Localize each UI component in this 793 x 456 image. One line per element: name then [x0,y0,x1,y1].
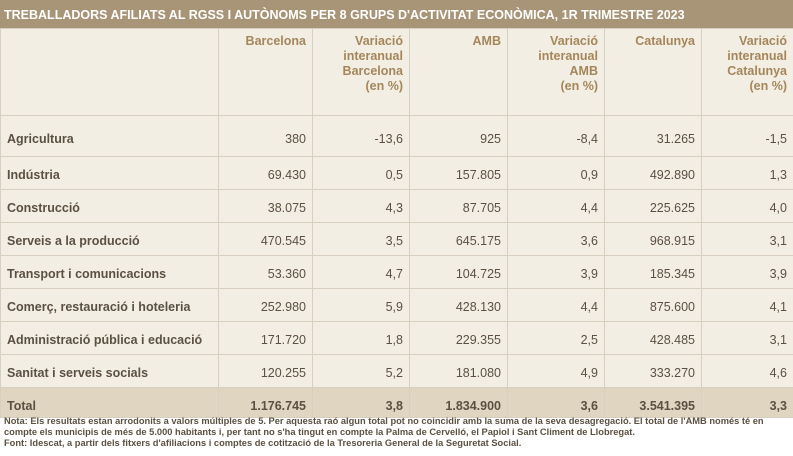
table-row: Indústria 69.430 0,5 157.805 0,9 492.890 1,3 [0,156,793,190]
catalunya-value: 31.265 [604,115,702,157]
var-catalunya-value: 3,1 [701,321,793,355]
var-barcelona-value: -13,6 [312,115,410,157]
catalunya-value: 875.600 [604,288,702,322]
activity-label: Serveis a la producció [0,222,219,256]
activity-label: Construcció [0,189,219,223]
amb-value: 645.175 [409,222,508,256]
var-barcelona-value: 0,5 [312,156,410,190]
activity-label: Sanitat i serveis socials [0,354,219,388]
var-amb-value: 2,5 [507,321,605,355]
activity-label: Transport i comunicacions [0,255,219,289]
var-barcelona-value: 5,9 [312,288,410,322]
amb-value: 925 [409,115,508,157]
footnote-nota: Nota: Els resultats estan arrodonits a v… [4,416,767,437]
header-cell-barcelona: Barcelona [218,28,313,116]
barcelona-value: 69.430 [218,156,313,190]
activity-label: Agricultura [0,115,219,157]
header-cell-var-barcelona: Variació interanual Barcelona (en %) [312,28,410,116]
var-amb-value: 3,6 [507,222,605,256]
table-row: Construcció 38.075 4,3 87.705 4,4 225.625 4,0 [0,189,793,223]
total-var-barcelona-value: 3,8 [312,387,410,418]
activity-label: Comerç, restauració i hoteleria [0,288,219,322]
amb-value: 87.705 [409,189,508,223]
var-catalunya-value: 4,6 [701,354,793,388]
table-title: TREBALLADORS AFILIATS AL RGSS I AUTÒNOMS… [0,0,793,28]
header-cell-var-amb: Variació interanual AMB (en %) [507,28,605,116]
table-row: Serveis a la producció 470.545 3,5 645.175 3… [0,222,793,256]
table-row: Sanitat i serveis socials 120.255 5,2 181.0… [0,354,793,388]
table-row: Comerç, restauració i hoteleria 252.980 5,… [0,288,793,322]
catalunya-value: 225.625 [604,189,702,223]
barcelona-value: 252.980 [218,288,313,322]
activity-label: Administració pública i educació [0,321,219,355]
total-var-amb-value: 3,6 [507,387,605,418]
var-amb-value: 3,9 [507,255,605,289]
table-row: Agricultura 380 -13,6 925 -8,4 31.265 -1,5 [0,115,793,157]
var-amb-value: 4,4 [507,288,605,322]
barcelona-value: 470.545 [218,222,313,256]
table-row: Transport i comunicacions 53.360 4,7 104.72… [0,255,793,289]
amb-value: 181.080 [409,354,508,388]
amb-value: 104.725 [409,255,508,289]
header-cell-var-catalunya: Variació interanual Catalunya (en %) [701,28,793,116]
total-row: Total 1.176.745 3,8 1.834.900 3,6 3.541.395 3,… [0,387,793,418]
catalunya-value: 185.345 [604,255,702,289]
var-barcelona-value: 4,3 [312,189,410,223]
barcelona-value: 120.255 [218,354,313,388]
barcelona-value: 53.360 [218,255,313,289]
header-cell-amb: AMB [409,28,508,116]
total-catalunya-value: 3.541.395 [604,387,702,418]
header-cell-catalunya: Catalunya [604,28,702,116]
catalunya-value: 428.485 [604,321,702,355]
activity-label: Indústria [0,156,219,190]
catalunya-value: 968.915 [604,222,702,256]
barcelona-value: 38.075 [218,189,313,223]
total-var-catalunya-value: 3,3 [701,387,793,418]
header-cell-activity [0,28,219,116]
total-barcelona-value: 1.176.745 [218,387,313,418]
var-catalunya-value: 3,9 [701,255,793,289]
var-amb-value: -8,4 [507,115,605,157]
var-barcelona-value: 3,5 [312,222,410,256]
amb-value: 157.805 [409,156,508,190]
barcelona-value: 380 [218,115,313,157]
barcelona-value: 171.720 [218,321,313,355]
amb-value: 229.355 [409,321,508,355]
amb-value: 428.130 [409,288,508,322]
var-barcelona-value: 1,8 [312,321,410,355]
table-row: Administració pública i educació 171.720 1… [0,321,793,355]
var-amb-value: 4,4 [507,189,605,223]
footnotes: Nota: Els resultats estan arrodonits a v… [4,416,790,449]
catalunya-value: 492.890 [604,156,702,190]
data-table: Barcelona Variació interanual Barcelona (en… [0,28,793,418]
var-catalunya-value: 4,0 [701,189,793,223]
footnote-font: Font: Idescat, a partir dels fitxers d'a… [4,438,522,448]
catalunya-value: 333.270 [604,354,702,388]
var-barcelona-value: 5,2 [312,354,410,388]
total-activity-label: Total [0,387,219,418]
var-catalunya-value: -1,5 [701,115,793,157]
header-row: Barcelona Variació interanual Barcelona (en… [0,28,793,116]
total-amb-value: 1.834.900 [409,387,508,418]
var-catalunya-value: 4,1 [701,288,793,322]
var-amb-value: 4,9 [507,354,605,388]
var-catalunya-value: 1,3 [701,156,793,190]
var-catalunya-value: 3,1 [701,222,793,256]
var-barcelona-value: 4,7 [312,255,410,289]
var-amb-value: 0,9 [507,156,605,190]
